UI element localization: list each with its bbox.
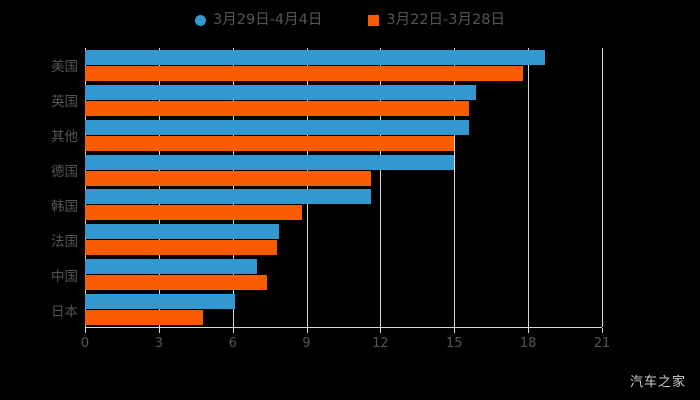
bar-series-2[interactable]: [85, 170, 371, 186]
y-axis-line: [85, 48, 86, 327]
bar-series-1[interactable]: [85, 154, 455, 170]
x-tick-label: 9: [302, 336, 311, 351]
bar-series-2[interactable]: [85, 135, 455, 151]
x-tick-label: 0: [80, 336, 90, 351]
legend-item-series-1[interactable]: 3月29日-4月4日: [195, 13, 322, 28]
bar-series-2[interactable]: [85, 310, 204, 326]
y-axis-label: 德国: [51, 164, 78, 181]
x-tick-label: 18: [519, 336, 537, 351]
y-axis-label: 日本: [51, 303, 78, 320]
gridline: [454, 48, 456, 327]
gridline: [306, 48, 308, 327]
y-axis-label: 中国: [51, 268, 78, 285]
bar-series-1[interactable]: [85, 189, 371, 205]
bar-series-2[interactable]: [85, 65, 524, 81]
x-tick-mark: [232, 328, 234, 333]
x-tick-label: 12: [372, 336, 389, 351]
bar-series-2[interactable]: [85, 275, 268, 291]
bar-series-1[interactable]: [85, 259, 258, 275]
x-tick-label: 15: [446, 336, 463, 351]
watermark: 汽车之家: [629, 375, 686, 390]
legend-label-series-1: 3月29日-4月4日: [213, 11, 323, 28]
bar-series-2[interactable]: [85, 205, 302, 221]
gridline: [602, 48, 603, 327]
x-tick-mark: [85, 328, 86, 333]
legend-item-series-2[interactable]: 3月22日-3月28日: [368, 13, 505, 28]
legend-square-icon: [368, 14, 380, 26]
y-axis-label: 韩国: [51, 198, 78, 215]
legend-dot-icon: [195, 14, 207, 26]
y-axis-label: 法国: [51, 233, 78, 250]
gridline: [528, 48, 530, 327]
y-axis-label: 英国: [51, 94, 78, 111]
gridline: [380, 48, 382, 327]
bar-series-2[interactable]: [85, 100, 470, 116]
y-axis-label: 美国: [51, 59, 78, 76]
x-tick-mark: [380, 328, 382, 333]
x-tick-label: 3: [154, 336, 163, 351]
bar-series-1[interactable]: [85, 224, 280, 240]
bar-series-1[interactable]: [85, 119, 470, 135]
x-tick-label: 6: [228, 336, 237, 351]
x-tick-label: 21: [593, 336, 611, 351]
x-tick-mark: [454, 328, 456, 333]
bar-series-1[interactable]: [85, 49, 546, 65]
x-tick-mark: [602, 328, 603, 333]
x-tick-mark: [306, 328, 308, 333]
x-tick-mark: [528, 328, 530, 333]
chart-legend: 3月29日-4月4日 3月22日-3月28日: [0, 8, 700, 32]
gridline: [158, 48, 160, 327]
x-tick-mark: [158, 328, 160, 333]
y-axis-label: 其他: [51, 129, 78, 146]
plot-area: 0 3 6 9 12 15 18 21: [81, 48, 610, 351]
legend-label-series-2: 3月22日-3月28日: [386, 11, 505, 28]
x-axis-line: [85, 327, 602, 328]
bar-series-1[interactable]: [85, 84, 477, 100]
bar-series-2[interactable]: [85, 240, 278, 256]
gridline: [232, 48, 234, 327]
y-axis-labels: 美国英国其他德国韩国法国中国日本: [0, 48, 78, 327]
bar-series-1[interactable]: [85, 294, 236, 310]
